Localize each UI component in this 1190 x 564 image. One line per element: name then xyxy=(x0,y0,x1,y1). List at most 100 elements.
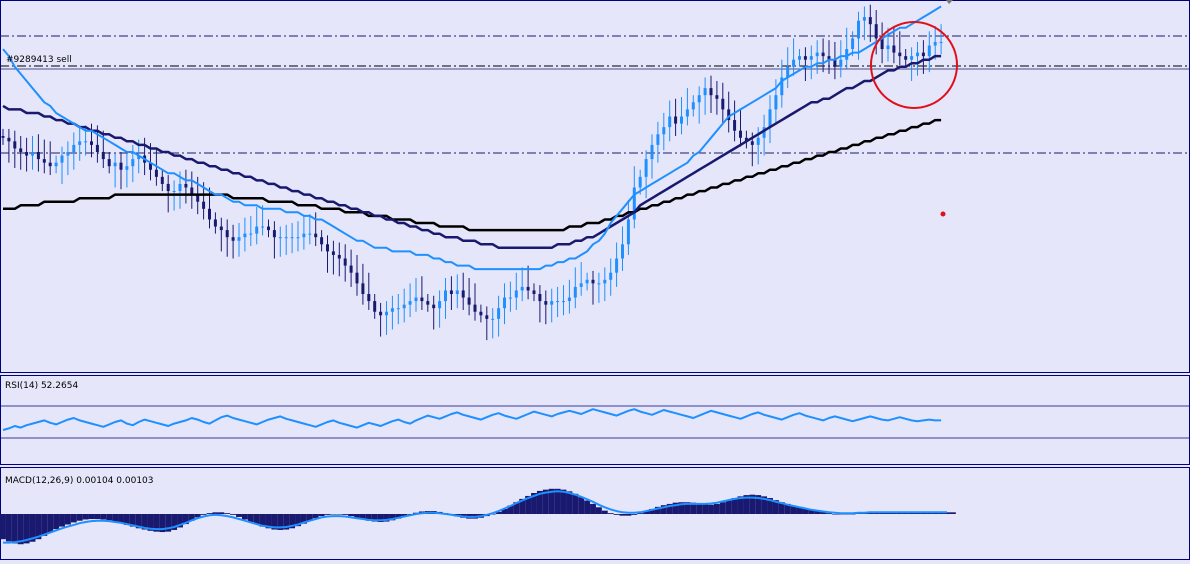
macd-histogram-bar xyxy=(377,514,384,522)
macd-histogram-bar xyxy=(666,503,673,514)
candle-body xyxy=(219,226,223,231)
candle-body xyxy=(514,290,518,298)
candle-body xyxy=(821,52,825,57)
macd-histogram-bar xyxy=(678,502,685,514)
candle-body xyxy=(455,290,459,294)
candle-body xyxy=(101,152,105,160)
candle-body xyxy=(308,233,312,235)
candle-body xyxy=(685,109,689,117)
candle-body xyxy=(420,297,424,302)
macd-histogram-bar xyxy=(849,514,856,515)
candle-body xyxy=(72,144,76,152)
macd-histogram-bar xyxy=(513,502,520,514)
candle-body xyxy=(491,318,495,320)
candle-body xyxy=(715,95,719,99)
candle-body xyxy=(650,144,654,160)
candle-body xyxy=(314,233,318,238)
candle-body xyxy=(278,237,282,239)
macd-histogram-bar xyxy=(843,514,850,515)
macd-histogram-bar xyxy=(389,514,396,521)
candle-body xyxy=(414,297,418,302)
macd-histogram-bar xyxy=(578,497,585,514)
macd-histogram-bar xyxy=(230,514,237,515)
candle-body xyxy=(125,166,129,170)
macd-histogram-bar xyxy=(53,514,60,530)
highlight-circle xyxy=(870,21,958,109)
macd-histogram-bar xyxy=(761,496,768,514)
candle-body xyxy=(697,95,701,103)
candle-body xyxy=(272,230,276,238)
macd-histogram-bar xyxy=(407,514,414,515)
macd-histogram-bar xyxy=(330,514,337,515)
candle-body xyxy=(579,283,583,287)
candle-body xyxy=(750,141,754,145)
candle-body xyxy=(520,286,524,291)
candle-body xyxy=(154,169,158,177)
macd-histogram-bar xyxy=(737,496,744,514)
candle-body xyxy=(408,301,412,305)
candle-body xyxy=(508,297,512,299)
macd-histogram-bar xyxy=(643,511,650,514)
macd-histogram-bar xyxy=(501,508,508,514)
macd-histogram-bar xyxy=(182,514,189,525)
candle-body xyxy=(343,258,347,266)
candle-body xyxy=(190,187,194,195)
candle-body xyxy=(668,116,672,128)
macd-histogram-bar xyxy=(560,489,567,514)
shift-marker-icon xyxy=(946,0,953,4)
candle-body xyxy=(390,308,394,312)
macd-histogram-bar xyxy=(625,514,632,516)
macd-histogram-bar xyxy=(47,514,54,533)
macd-histogram-bar xyxy=(94,514,101,520)
macd-histogram-bar xyxy=(489,514,496,515)
candle-body xyxy=(798,56,801,60)
candle-body xyxy=(862,17,866,21)
macd-histogram-bar xyxy=(141,514,148,530)
candle-body xyxy=(809,56,813,60)
macd-histogram-bar xyxy=(767,498,773,514)
macd-histogram-bar xyxy=(359,514,366,520)
candle-body xyxy=(868,17,872,25)
candle-body xyxy=(880,38,884,50)
macd-histogram-bar xyxy=(802,508,809,514)
candle-body xyxy=(585,279,589,284)
price-panel xyxy=(0,0,1190,373)
macd-histogram-bar xyxy=(247,514,254,522)
macd-histogram-bar xyxy=(112,514,119,522)
candle-body xyxy=(503,297,506,309)
candle-body xyxy=(267,226,270,231)
price-panel-frame xyxy=(0,0,1190,373)
candle-body xyxy=(36,152,40,160)
macd-histogram-bar xyxy=(495,511,502,514)
candle-body xyxy=(497,308,501,319)
macd-histogram-bar xyxy=(259,514,266,527)
macd-histogram-bar xyxy=(82,514,89,520)
candle-body xyxy=(302,233,306,238)
candle-body xyxy=(756,137,760,145)
candle-body xyxy=(1,136,5,138)
candle-body xyxy=(538,294,542,302)
candle-body xyxy=(402,304,406,309)
candle-body xyxy=(367,294,371,302)
macd-histogram-bar xyxy=(702,504,709,514)
macd-histogram-bar xyxy=(35,514,42,540)
macd-histogram-bar xyxy=(23,514,30,544)
candle-body xyxy=(815,52,819,57)
candle-body xyxy=(851,38,855,50)
candle-body xyxy=(225,230,229,238)
candle-body xyxy=(662,127,666,135)
candle-body xyxy=(780,77,784,96)
candle-body xyxy=(90,141,93,145)
macd-histogram-bar xyxy=(519,498,526,514)
macd-histogram-bar xyxy=(289,514,296,529)
candle-body xyxy=(160,176,164,184)
macd-histogram-bar xyxy=(507,505,514,514)
signal-dot xyxy=(940,211,946,217)
candle-body xyxy=(249,233,253,235)
macd-histogram-bar xyxy=(342,514,349,515)
macd-histogram-bar xyxy=(725,500,732,514)
macd-histogram-bar xyxy=(536,490,543,514)
candle-body xyxy=(603,279,607,284)
macd-histogram-bar xyxy=(383,514,390,522)
